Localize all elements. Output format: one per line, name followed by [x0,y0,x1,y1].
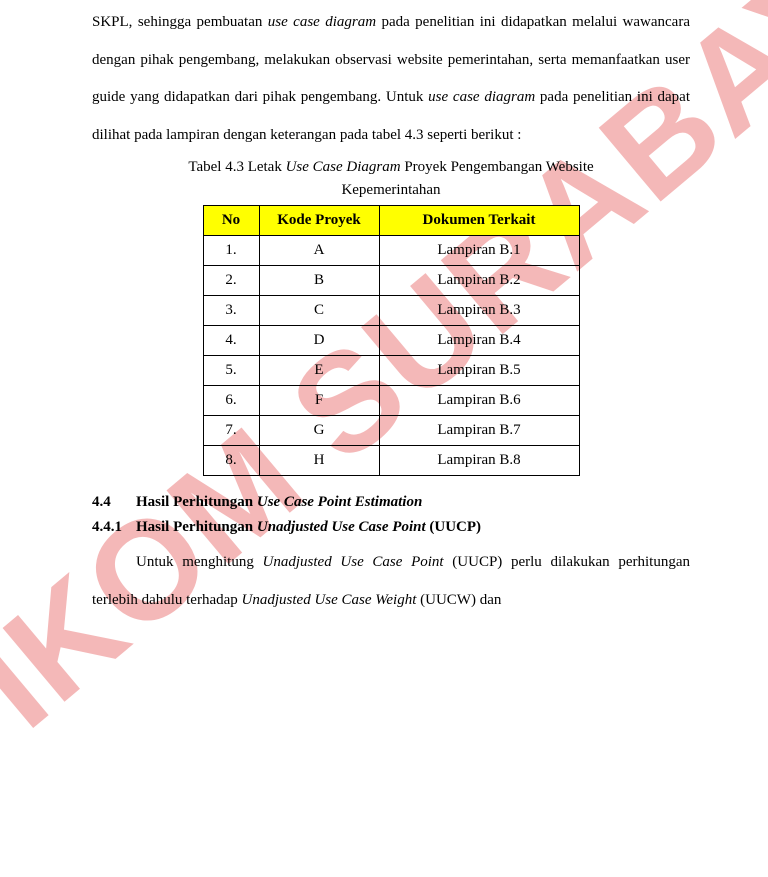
table-cell: Lampiran B.7 [379,416,579,446]
th-dokumen: Dokumen Terkait [379,206,579,236]
section-italic: Unadjusted Use Case Point [257,519,426,535]
table-cell: Lampiran B.1 [379,236,579,266]
p2-t1: Untuk menghitung [136,554,263,570]
table-cell: Lampiran B.4 [379,326,579,356]
section-4-4-1: 4.4.1Hasil Perhitungan Unadjusted Use Ca… [92,519,690,536]
table-cell: E [259,356,379,386]
table-cell: D [259,326,379,356]
table-cell: Lampiran B.2 [379,266,579,296]
table-cell: 6. [203,386,259,416]
table-cell: 5. [203,356,259,386]
th-kode: Kode Proyek [259,206,379,236]
usecase-table: No Kode Proyek Dokumen Terkait 1.ALampir… [203,205,580,476]
table-header-row: No Kode Proyek Dokumen Terkait [203,206,579,236]
section-pre: Hasil Perhitungan [136,519,257,535]
section-num: 4.4 [92,494,136,511]
table-row: 6.FLampiran B.6 [203,386,579,416]
section-italic: Use Case Point Estimation [257,494,422,510]
section-num: 4.4.1 [92,519,136,536]
caption-post: Proyek Pengembangan Website [401,159,594,175]
table-cell: F [259,386,379,416]
table-cell: Lampiran B.6 [379,386,579,416]
caption-pre: Tabel 4.3 Letak [188,159,285,175]
table-row: 4.DLampiran B.4 [203,326,579,356]
th-no: No [203,206,259,236]
caption-line2: Kepemerintahan [341,182,440,198]
table-row: 8.HLampiran B.8 [203,446,579,476]
table-cell: H [259,446,379,476]
table-row: 1.ALampiran B.1 [203,236,579,266]
table-cell: C [259,296,379,326]
table-row: 5.ELampiran B.5 [203,356,579,386]
section-pre: Hasil Perhitungan [136,494,257,510]
table-body: 1.ALampiran B.12.BLampiran B.23.CLampira… [203,236,579,476]
text-italic-2: use case diagram [428,89,535,105]
text-1: SKPL, sehingga pembuatan [92,14,268,30]
paragraph-intro: SKPL, sehingga pembuatan use case diagra… [92,4,690,154]
page-content: SKPL, sehingga pembuatan use case diagra… [0,0,768,619]
section-4-4: 4.4Hasil Perhitungan Use Case Point Esti… [92,494,690,511]
table-cell: 3. [203,296,259,326]
table-row: 7.GLampiran B.7 [203,416,579,446]
table-row: 2.BLampiran B.2 [203,266,579,296]
table-cell: Lampiran B.5 [379,356,579,386]
p2-i2: Unadjusted Use Case Weight [242,592,417,608]
section-post: (UUCP) [426,519,481,535]
table-cell: 1. [203,236,259,266]
table-cell: Lampiran B.8 [379,446,579,476]
table-cell: 7. [203,416,259,446]
p2-t3: (UUCW) dan [416,592,501,608]
p2-i1: Unadjusted Use Case Point [263,554,444,570]
table-cell: Lampiran B.3 [379,296,579,326]
table-cell: 2. [203,266,259,296]
table-row: 3.CLampiran B.3 [203,296,579,326]
text-italic-1: use case diagram [268,14,376,30]
table-caption: Tabel 4.3 Letak Use Case Diagram Proyek … [92,156,690,201]
table-cell: 4. [203,326,259,356]
table-cell: G [259,416,379,446]
table-cell: A [259,236,379,266]
caption-italic: Use Case Diagram [286,159,401,175]
table-cell: B [259,266,379,296]
paragraph-uucp: Untuk menghitung Unadjusted Use Case Poi… [92,544,690,619]
table-cell: 8. [203,446,259,476]
